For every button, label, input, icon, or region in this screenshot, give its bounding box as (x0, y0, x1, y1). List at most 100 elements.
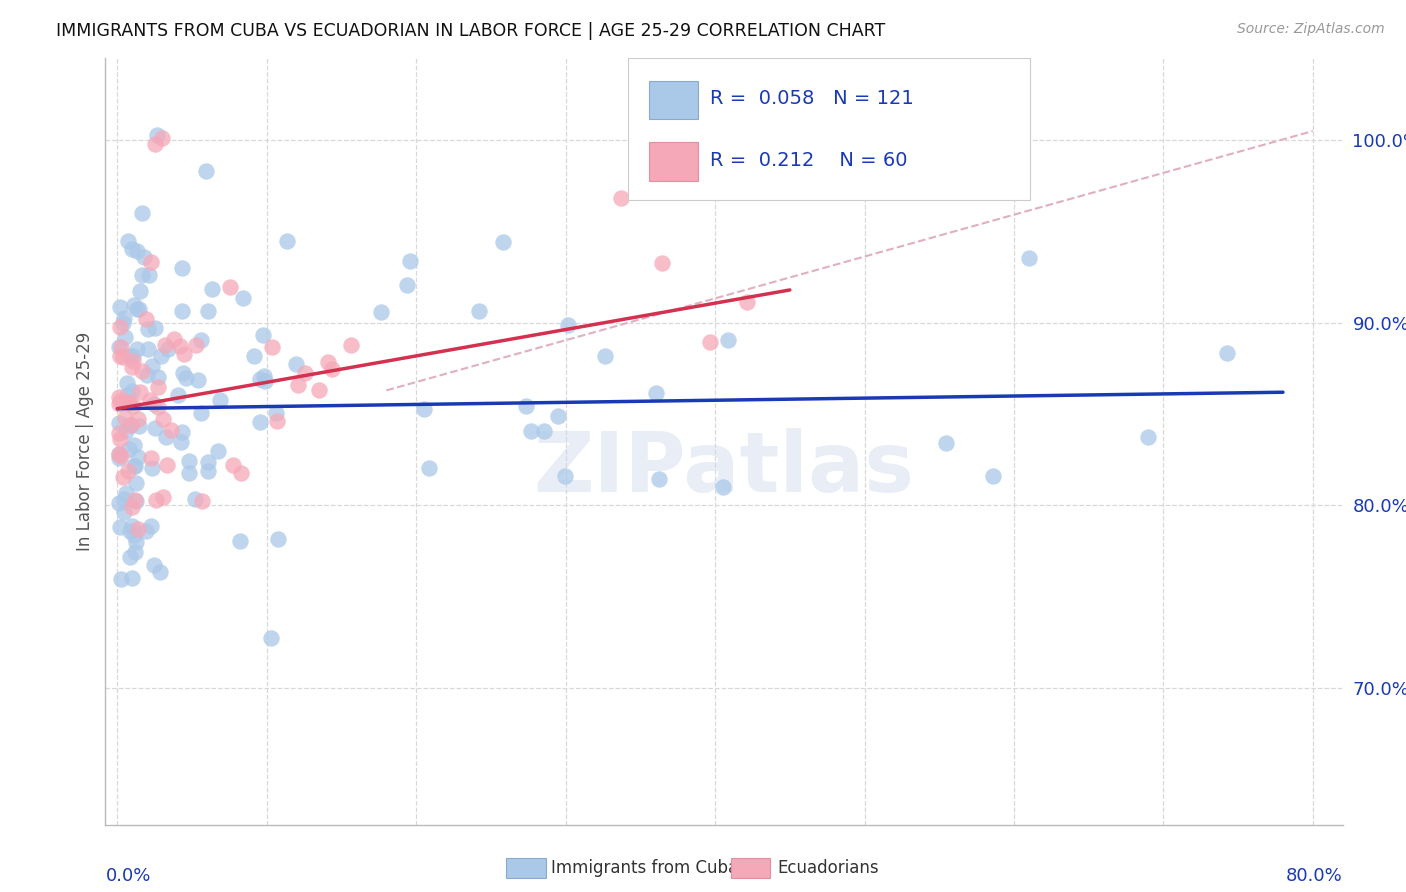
Text: Source: ZipAtlas.com: Source: ZipAtlas.com (1237, 22, 1385, 37)
Point (114, 330, 136, 344)
Point (108, 349, 131, 363)
Point (468, 304, 491, 318)
Point (276, 234, 298, 248)
Point (141, 450, 163, 465)
Point (124, 545, 146, 559)
Point (316, 355, 339, 369)
Point (136, 321, 159, 335)
Point (187, 373, 209, 387)
Point (197, 455, 219, 469)
Point (121, 500, 143, 514)
Point (108, 496, 131, 510)
Text: 80.0%: 80.0% (1286, 867, 1343, 885)
Point (935, 435, 957, 450)
Point (163, 332, 186, 346)
Point (127, 522, 149, 536)
Point (260, 631, 283, 645)
Point (412, 402, 434, 417)
Point (515, 399, 537, 413)
Point (108, 447, 131, 461)
Point (253, 368, 276, 383)
Point (122, 399, 145, 413)
Point (1018, 251, 1040, 265)
Point (117, 395, 139, 409)
Point (243, 349, 266, 363)
Point (191, 494, 214, 508)
Point (172, 366, 194, 380)
Point (644, 386, 666, 401)
Point (711, 479, 734, 493)
Point (266, 414, 288, 428)
Point (141, 461, 163, 475)
Point (110, 572, 132, 586)
Point (108, 416, 131, 430)
Point (138, 392, 160, 407)
Point (138, 268, 160, 282)
Point (395, 277, 418, 292)
Point (118, 417, 141, 432)
Point (169, 339, 191, 353)
Point (610, 191, 633, 205)
Point (186, 338, 208, 352)
Point (267, 532, 290, 546)
Point (129, 384, 152, 399)
Point (143, 421, 166, 435)
Point (249, 372, 271, 386)
Point (114, 505, 136, 519)
Point (219, 279, 242, 293)
Point (118, 549, 141, 564)
Point (229, 466, 252, 480)
Point (121, 519, 143, 533)
Point (146, 128, 169, 142)
Point (174, 371, 197, 385)
FancyBboxPatch shape (627, 58, 1029, 200)
Point (114, 425, 136, 439)
Point (136, 342, 159, 356)
Point (370, 305, 392, 319)
Text: R =  0.212    N = 60: R = 0.212 N = 60 (710, 151, 908, 169)
Point (117, 234, 139, 248)
Point (716, 333, 738, 347)
Point (142, 397, 165, 411)
Point (112, 351, 135, 365)
Point (221, 458, 243, 473)
Point (557, 318, 579, 332)
Point (108, 394, 131, 409)
Point (157, 342, 180, 356)
Point (108, 451, 131, 466)
Point (173, 346, 195, 360)
Point (135, 311, 157, 326)
Text: Ecuadorians: Ecuadorians (778, 859, 879, 877)
Point (146, 380, 169, 394)
Point (117, 388, 139, 402)
Point (146, 401, 169, 415)
Point (1216, 346, 1239, 360)
Point (124, 298, 146, 312)
Point (190, 406, 212, 420)
Point (699, 335, 721, 350)
Point (108, 390, 131, 404)
Point (253, 374, 276, 388)
Point (170, 260, 193, 275)
Point (184, 492, 207, 507)
Point (110, 449, 132, 463)
Point (118, 396, 141, 410)
Point (418, 460, 440, 475)
Point (398, 254, 420, 268)
Point (262, 340, 284, 354)
Point (125, 475, 148, 490)
Point (108, 447, 131, 461)
Point (166, 388, 188, 402)
Point (737, 295, 759, 310)
Point (124, 492, 146, 507)
Point (121, 359, 143, 374)
Point (232, 291, 254, 305)
Point (108, 300, 131, 314)
Point (249, 415, 271, 429)
Point (1136, 430, 1159, 444)
Point (110, 340, 132, 354)
Point (142, 558, 165, 573)
Point (533, 425, 555, 439)
Point (170, 425, 193, 439)
Point (127, 244, 149, 258)
